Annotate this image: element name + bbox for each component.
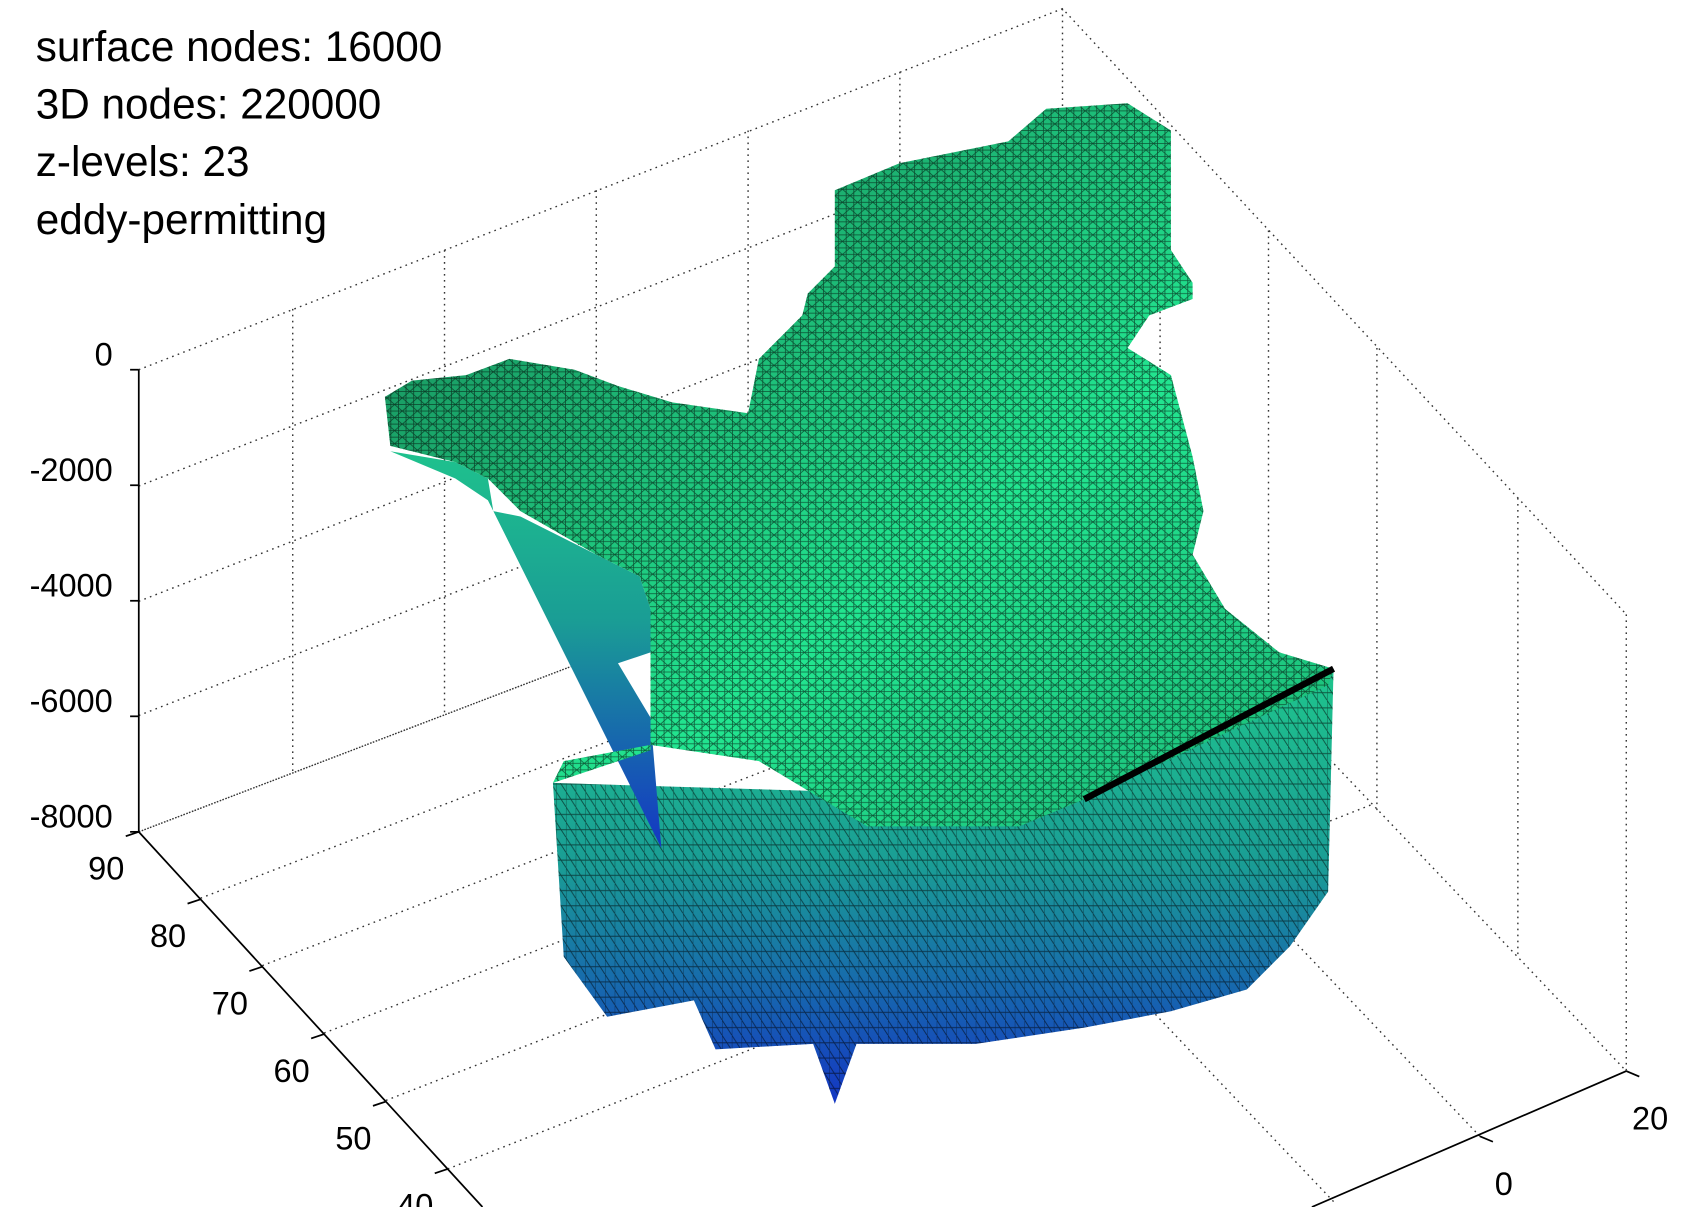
x-tick (1479, 1135, 1494, 1143)
y-tick (125, 831, 140, 838)
z-tick-label: -2000 (30, 452, 113, 488)
y-tick-label: 70 (212, 985, 248, 1021)
y-tick (249, 965, 263, 972)
annotation: 3D nodes: 220000 (36, 80, 381, 127)
z-tick-label: 0 (95, 336, 113, 372)
annotation: z-levels: 23 (36, 138, 250, 185)
y-tick-label: 90 (88, 851, 124, 887)
z-tick-label: -4000 (30, 567, 113, 603)
y-tick (372, 1100, 387, 1107)
y-tick-label: 50 (335, 1120, 371, 1156)
y-tick-label: 60 (274, 1053, 310, 1089)
annotation: surface nodes: 16000 (36, 23, 443, 70)
y-tick (310, 1033, 325, 1040)
mesh-surface (384, 103, 1336, 1104)
annotation: eddy-permitting (36, 196, 327, 243)
x-tick-label: 20 (1632, 1101, 1668, 1137)
y-tick (187, 898, 201, 905)
annotations: surface nodes: 16000 3D nodes: 220000 z-le… (36, 23, 443, 243)
y-tick-label: 40 (397, 1188, 433, 1207)
z-tick-label: -6000 (30, 683, 113, 719)
axes: -8000 -6000 -4000 -2000 0 40 50 60 70 80 90 0 20 (30, 336, 1668, 1207)
y-tick-label: 80 (150, 918, 186, 954)
z-tick-label: -8000 (30, 798, 113, 834)
x-tick-label: 0 (1495, 1166, 1513, 1202)
y-tick (434, 1168, 449, 1175)
x-tick (1625, 1070, 1640, 1078)
